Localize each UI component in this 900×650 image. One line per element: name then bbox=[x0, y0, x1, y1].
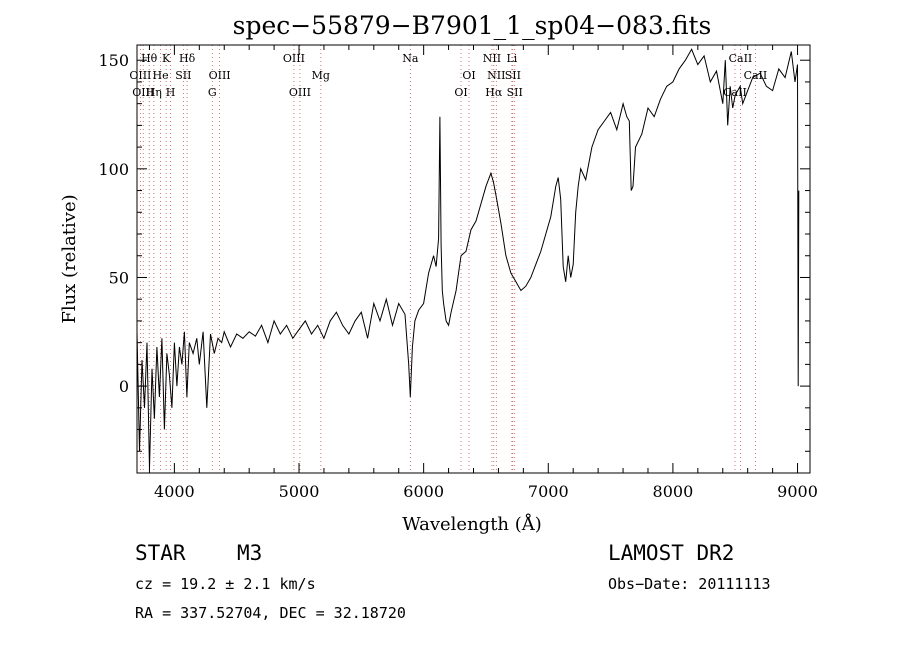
chart-title: spec−55879−B7901_1_sp04−083.fits bbox=[233, 11, 712, 40]
line-label: OIII bbox=[129, 69, 151, 82]
line-label: SII bbox=[507, 86, 523, 99]
line-label: CaII bbox=[729, 52, 753, 65]
line-label: Hα bbox=[485, 86, 503, 99]
line-label: SII bbox=[175, 69, 191, 82]
line-label: Hθ bbox=[141, 52, 158, 65]
line-label: OIII bbox=[209, 69, 231, 82]
line-label: NII bbox=[483, 52, 501, 65]
line-label: OIII bbox=[283, 52, 305, 65]
line-label: Hη bbox=[146, 86, 162, 99]
spectrum-line bbox=[136, 48, 800, 469]
axis-ticks: 4000 5000 6000 7000 8000 9000 0 50 100 150 bbox=[98, 45, 818, 501]
line-label: G bbox=[208, 86, 217, 99]
x-axis-label: Wavelength (Å) bbox=[402, 513, 542, 535]
line-label: OIII bbox=[289, 86, 311, 99]
line-label: NII bbox=[487, 69, 505, 82]
line-markers bbox=[139, 45, 756, 473]
line-label: Na bbox=[402, 52, 419, 65]
x-tick-label: 7000 bbox=[528, 482, 569, 501]
line-label: OIII bbox=[132, 86, 154, 99]
object-class: STAR bbox=[135, 541, 186, 565]
line-label: Mg bbox=[312, 69, 330, 82]
y-tick-label: 150 bbox=[98, 51, 129, 70]
velocity-text: cz = 19.2 ± 2.1 km/s bbox=[135, 575, 316, 593]
x-tick-label: 9000 bbox=[777, 482, 818, 501]
obs-date: Obs−Date: 20111113 bbox=[608, 575, 771, 593]
plot-frame bbox=[136, 44, 811, 474]
line-label: Li bbox=[506, 52, 517, 65]
line-label: OI bbox=[454, 86, 467, 99]
x-tick-label: 5000 bbox=[279, 482, 320, 501]
y-tick-label: 100 bbox=[98, 160, 129, 179]
object-subclass: M3 bbox=[237, 541, 263, 565]
line-label: K bbox=[162, 52, 171, 65]
y-tick-label: 50 bbox=[109, 268, 129, 287]
y-tick-label: 0 bbox=[119, 377, 129, 396]
y-axis-label: Flux (relative) bbox=[59, 194, 80, 323]
x-tick-label: 6000 bbox=[403, 482, 444, 501]
coordinates-text: RA = 337.52704, DEC = 32.18720 bbox=[135, 604, 406, 622]
line-label: He bbox=[153, 69, 169, 82]
x-tick-label: 4000 bbox=[154, 482, 195, 501]
x-tick-label: 8000 bbox=[653, 482, 694, 501]
line-label: H bbox=[166, 86, 176, 99]
line-label: SII bbox=[505, 69, 521, 82]
line-label: OI bbox=[462, 69, 475, 82]
line-label: Hδ bbox=[179, 52, 196, 65]
survey-name: LAMOST DR2 bbox=[608, 541, 735, 565]
